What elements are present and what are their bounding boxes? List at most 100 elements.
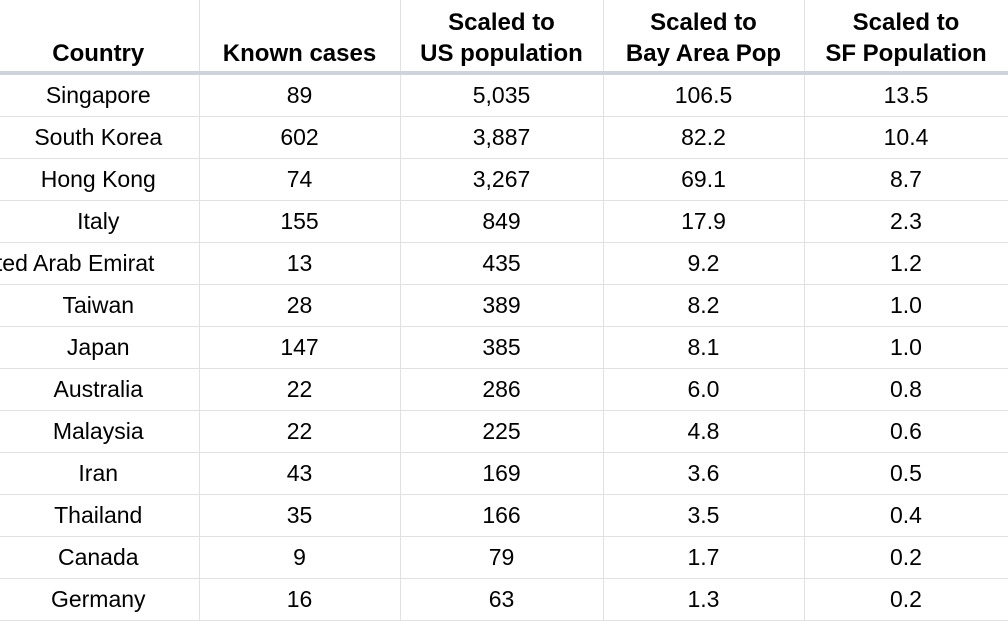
header-country[interactable]: Country [0, 0, 200, 75]
cell-known-cases[interactable]: 147 [199, 326, 401, 369]
cell-country[interactable]: South Korea [0, 116, 200, 159]
table-row: Iran 43 169 3.6 0.5 [0, 452, 1008, 495]
header-line: Scaled to [852, 9, 960, 36]
cell-known-cases[interactable]: 155 [199, 200, 401, 243]
cell-value: 22 [286, 376, 313, 402]
cell-country[interactable]: nited Arab Emirat [0, 242, 200, 285]
table-row: South Korea 602 3,887 82.2 10.4 [0, 116, 1008, 159]
cell-sf-scaled[interactable]: 0.8 [804, 368, 1008, 411]
cell-us-scaled[interactable]: 286 [400, 368, 604, 411]
table-row: Singapore 89 5,035 106.5 13.5 [0, 73, 1008, 117]
cell-bay-area-scaled[interactable]: 1.3 [603, 578, 805, 621]
cell-known-cases[interactable]: 602 [199, 116, 401, 159]
cell-value: 225 [482, 418, 521, 444]
cell-country[interactable]: Italy [0, 200, 200, 243]
cell-value: Thailand [54, 502, 143, 528]
header-us-population[interactable]: Scaled to US population [400, 0, 604, 75]
cell-bay-area-scaled[interactable]: 8.2 [603, 284, 805, 327]
cell-bay-area-scaled[interactable]: 8.1 [603, 326, 805, 369]
cell-bay-area-scaled[interactable]: 9.2 [603, 242, 805, 285]
header-known-cases[interactable]: Known cases [199, 0, 401, 75]
cell-country[interactable]: Singapore [0, 73, 200, 117]
cell-value: 22 [286, 418, 313, 444]
cell-sf-scaled[interactable]: 1.0 [804, 284, 1008, 327]
cell-country[interactable]: Canada [0, 536, 200, 579]
cell-us-scaled[interactable]: 3,267 [400, 158, 604, 201]
cell-us-scaled[interactable]: 385 [400, 326, 604, 369]
cell-bay-area-scaled[interactable]: 69.1 [603, 158, 805, 201]
cell-bay-area-scaled[interactable]: 82.2 [603, 116, 805, 159]
cell-sf-scaled[interactable]: 0.2 [804, 536, 1008, 579]
cell-country[interactable]: Taiwan [0, 284, 200, 327]
cell-sf-scaled[interactable]: 2.3 [804, 200, 1008, 243]
cell-bay-area-scaled[interactable]: 6.0 [603, 368, 805, 411]
cell-known-cases[interactable]: 89 [199, 73, 401, 117]
header-row: Country Known cases Scaled to US population… [0, 0, 1008, 75]
cell-us-scaled[interactable]: 389 [400, 284, 604, 327]
cell-value: 13 [286, 250, 313, 276]
cell-country[interactable]: Iran [0, 452, 200, 495]
cell-us-scaled[interactable]: 225 [400, 410, 604, 453]
cell-known-cases[interactable]: 28 [199, 284, 401, 327]
cell-country[interactable]: Thailand [0, 494, 200, 537]
cell-sf-scaled[interactable]: 0.6 [804, 410, 1008, 453]
cell-known-cases[interactable]: 35 [199, 494, 401, 537]
header-bay-area-pop[interactable]: Scaled to Bay Area Pop [603, 0, 805, 75]
cell-country[interactable]: Germany [0, 578, 200, 621]
cell-us-scaled[interactable]: 849 [400, 200, 604, 243]
cell-value: 43 [286, 460, 313, 486]
cell-bay-area-scaled[interactable]: 3.6 [603, 452, 805, 495]
cell-known-cases[interactable]: 22 [199, 368, 401, 411]
header-sf-population[interactable]: Scaled to SF Population [804, 0, 1008, 75]
cell-known-cases[interactable]: 74 [199, 158, 401, 201]
cell-sf-scaled[interactable]: 1.2 [804, 242, 1008, 285]
cell-bay-area-scaled[interactable]: 106.5 [603, 73, 805, 117]
cell-value: 166 [482, 502, 521, 528]
cell-value: Italy [77, 208, 120, 234]
cell-us-scaled[interactable]: 63 [400, 578, 604, 621]
cell-value: 286 [482, 376, 521, 402]
cell-country[interactable]: Australia [0, 368, 200, 411]
cell-known-cases[interactable]: 13 [199, 242, 401, 285]
cell-bay-area-scaled[interactable]: 1.7 [603, 536, 805, 579]
header-line: Scaled to [448, 9, 555, 36]
cell-country[interactable]: Japan [0, 326, 200, 369]
cell-value: 8.7 [890, 166, 922, 192]
cell-value: 435 [482, 250, 521, 276]
cell-sf-scaled[interactable]: 0.5 [804, 452, 1008, 495]
cell-us-scaled[interactable]: 5,035 [400, 73, 604, 117]
cell-bay-area-scaled[interactable]: 4.8 [603, 410, 805, 453]
cell-sf-scaled[interactable]: 10.4 [804, 116, 1008, 159]
cell-value: Hong Kong [40, 166, 156, 192]
cell-value: 389 [482, 292, 521, 318]
cell-country[interactable]: Hong Kong [0, 158, 200, 201]
cell-value: 385 [482, 334, 521, 360]
cell-value: 1.2 [890, 250, 922, 276]
cell-value: 69.1 [681, 166, 726, 192]
cell-us-scaled[interactable]: 3,887 [400, 116, 604, 159]
cell-value: 1.0 [890, 292, 922, 318]
cell-known-cases[interactable]: 9 [199, 536, 401, 579]
table-row: Taiwan 28 389 8.2 1.0 [0, 284, 1008, 327]
header-line: Bay Area Pop [625, 40, 782, 67]
cell-known-cases[interactable]: 43 [199, 452, 401, 495]
cell-us-scaled[interactable]: 79 [400, 536, 604, 579]
cell-sf-scaled[interactable]: 13.5 [804, 73, 1008, 117]
cell-known-cases[interactable]: 22 [199, 410, 401, 453]
cell-sf-scaled[interactable]: 0.2 [804, 578, 1008, 621]
cell-us-scaled[interactable]: 435 [400, 242, 604, 285]
cell-us-scaled[interactable]: 169 [400, 452, 604, 495]
cell-known-cases[interactable]: 16 [199, 578, 401, 621]
cell-sf-scaled[interactable]: 8.7 [804, 158, 1008, 201]
cell-value: 13.5 [883, 82, 929, 108]
cell-bay-area-scaled[interactable]: 3.5 [603, 494, 805, 537]
cell-value: Malaysia [52, 418, 144, 444]
cell-bay-area-scaled[interactable]: 17.9 [603, 200, 805, 243]
cell-us-scaled[interactable]: 166 [400, 494, 604, 537]
cell-value: 8.1 [687, 334, 720, 360]
cell-sf-scaled[interactable]: 0.4 [804, 494, 1008, 537]
table-row: Thailand 35 166 3.5 0.4 [0, 494, 1008, 537]
cell-sf-scaled[interactable]: 1.0 [804, 326, 1008, 369]
cell-country[interactable]: Malaysia [0, 410, 200, 453]
